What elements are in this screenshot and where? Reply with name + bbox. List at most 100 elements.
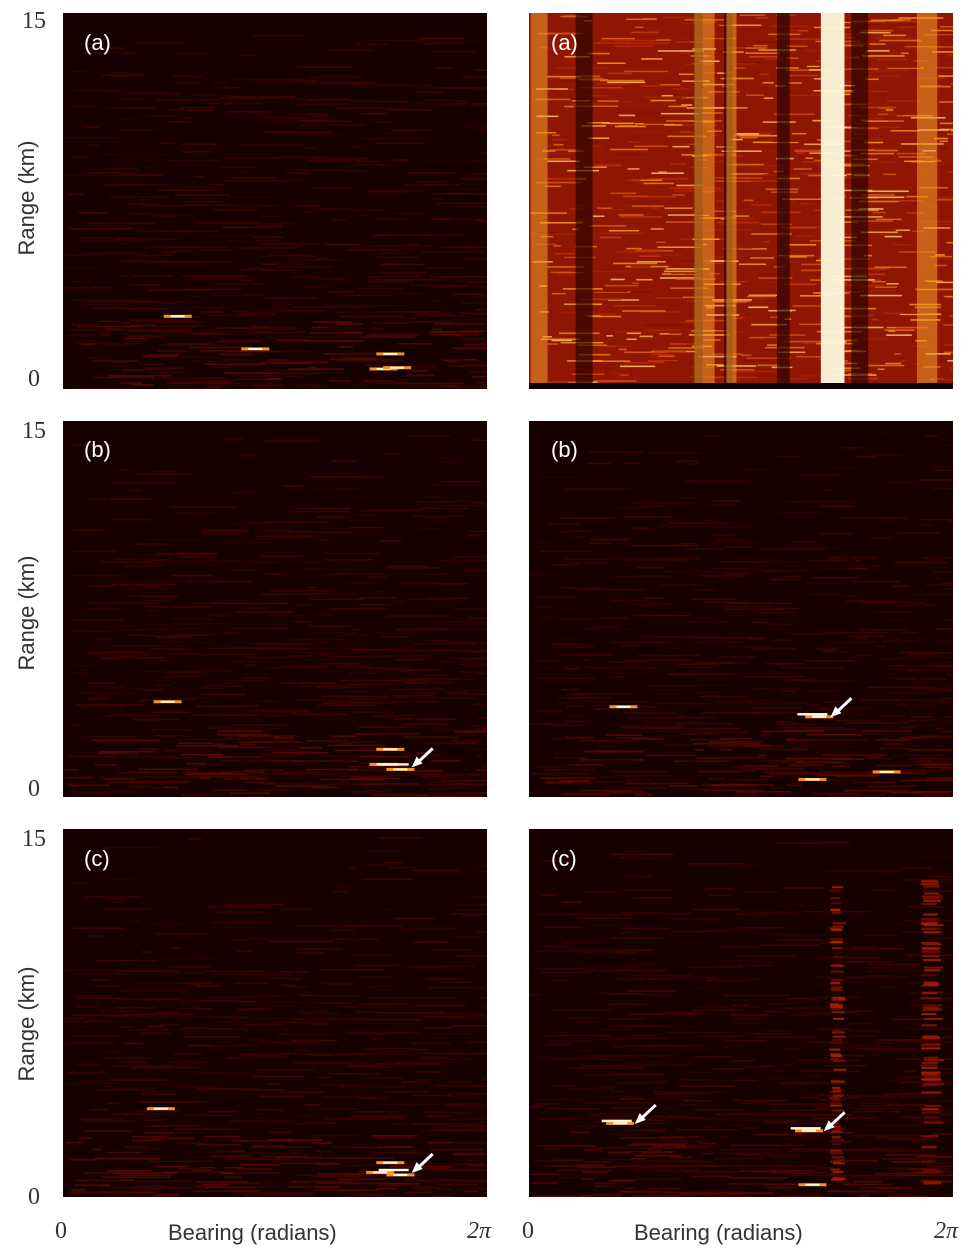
noise-streak	[597, 1028, 635, 1031]
noise-streak	[394, 658, 426, 661]
faint-band	[830, 964, 844, 967]
noise-streak	[902, 665, 935, 668]
heat-streak	[773, 140, 816, 143]
noise-streak	[941, 640, 953, 642]
heat-streak	[891, 243, 899, 246]
noise-streak	[635, 614, 690, 617]
noise-streak	[206, 615, 231, 617]
noise-streak	[774, 721, 794, 723]
noise-streak	[935, 729, 953, 732]
noise-streak	[825, 557, 848, 560]
noise-streak	[769, 773, 823, 776]
noise-streak	[64, 254, 100, 256]
dark-band	[851, 13, 869, 389]
noise-streak	[951, 994, 953, 997]
heat-streak	[763, 97, 774, 99]
noise-streak	[802, 1135, 863, 1137]
noise-streak	[231, 311, 281, 313]
noise-streak	[147, 371, 192, 374]
noise-streak	[317, 574, 330, 577]
noise-streak	[848, 1148, 883, 1151]
noise-streak	[350, 1115, 407, 1117]
noise-streak	[816, 1167, 835, 1169]
noise-streak	[610, 599, 648, 602]
noise-streak	[278, 350, 317, 353]
noise-streak	[694, 748, 704, 751]
noise-streak	[900, 720, 912, 723]
heat-streak	[826, 315, 867, 317]
noise-streak	[627, 1178, 683, 1181]
noise-streak	[383, 861, 403, 864]
noise-streak	[700, 1125, 716, 1128]
noise-streak	[728, 1177, 788, 1179]
noise-streak	[705, 978, 761, 981]
noise-streak	[362, 1097, 389, 1100]
noise-streak	[297, 948, 343, 950]
heat-streak	[551, 339, 573, 342]
noise-streak	[835, 719, 885, 722]
heat-streak	[535, 50, 575, 52]
heat-streak	[638, 255, 661, 258]
noise-streak	[319, 532, 335, 534]
heat-streak	[866, 190, 909, 193]
noise-streak	[317, 642, 330, 644]
noise-streak	[362, 679, 428, 682]
noise-streak	[384, 1184, 402, 1187]
noise-streak	[412, 1058, 460, 1061]
heat-streak	[801, 263, 826, 266]
noise-streak	[428, 986, 485, 989]
noise-streak	[336, 940, 363, 943]
noise-streak	[466, 127, 487, 129]
y-axis-label: Range (km)	[14, 966, 39, 1082]
noise-streak	[272, 303, 292, 306]
bottom-edge	[529, 383, 953, 389]
noise-streak	[80, 1118, 124, 1120]
noise-streak	[921, 890, 953, 893]
noise-streak	[741, 1144, 803, 1147]
noise-streak	[578, 1055, 631, 1057]
noise-streak	[347, 683, 393, 686]
heat-streak	[613, 262, 657, 265]
noise-streak	[580, 1194, 623, 1197]
heat-streak	[950, 368, 953, 370]
noise-streak	[780, 547, 842, 549]
noise-streak	[158, 640, 186, 643]
noise-streak	[74, 1006, 99, 1008]
noise-streak	[147, 538, 200, 541]
noise-streak	[940, 588, 953, 590]
heat-streak	[753, 44, 768, 47]
noise-streak	[735, 913, 766, 916]
heat-streak	[894, 353, 902, 355]
noise-streak	[702, 887, 735, 890]
heat-streak	[831, 233, 868, 235]
noise-streak	[862, 1102, 900, 1104]
noise-streak	[251, 79, 319, 81]
noise-streak	[255, 535, 319, 538]
noise-streak	[248, 268, 271, 270]
noise-streak	[90, 1018, 99, 1020]
noise-streak	[685, 480, 751, 482]
noise-streak	[703, 601, 748, 604]
noise-streak	[770, 787, 782, 789]
heat-streak	[625, 179, 641, 182]
noise-streak	[699, 1142, 717, 1145]
noise-streak	[327, 573, 345, 576]
noise-streak	[612, 557, 643, 560]
noise-streak	[815, 648, 840, 650]
heat-streak	[667, 214, 710, 216]
noise-streak	[293, 1018, 304, 1021]
noise-streak	[775, 455, 803, 458]
noise-streak	[163, 675, 199, 678]
noise-streak	[588, 542, 611, 545]
noise-streak	[912, 1153, 953, 1156]
noise-streak	[454, 730, 487, 733]
noise-streak	[469, 1122, 487, 1125]
noise-streak	[859, 630, 876, 633]
heat-streak	[714, 180, 759, 183]
noise-streak	[112, 901, 124, 904]
faint-band	[832, 996, 845, 999]
noise-streak	[340, 775, 390, 777]
noise-streak	[918, 735, 953, 737]
noise-streak	[884, 743, 904, 745]
noise-streak	[385, 365, 438, 368]
